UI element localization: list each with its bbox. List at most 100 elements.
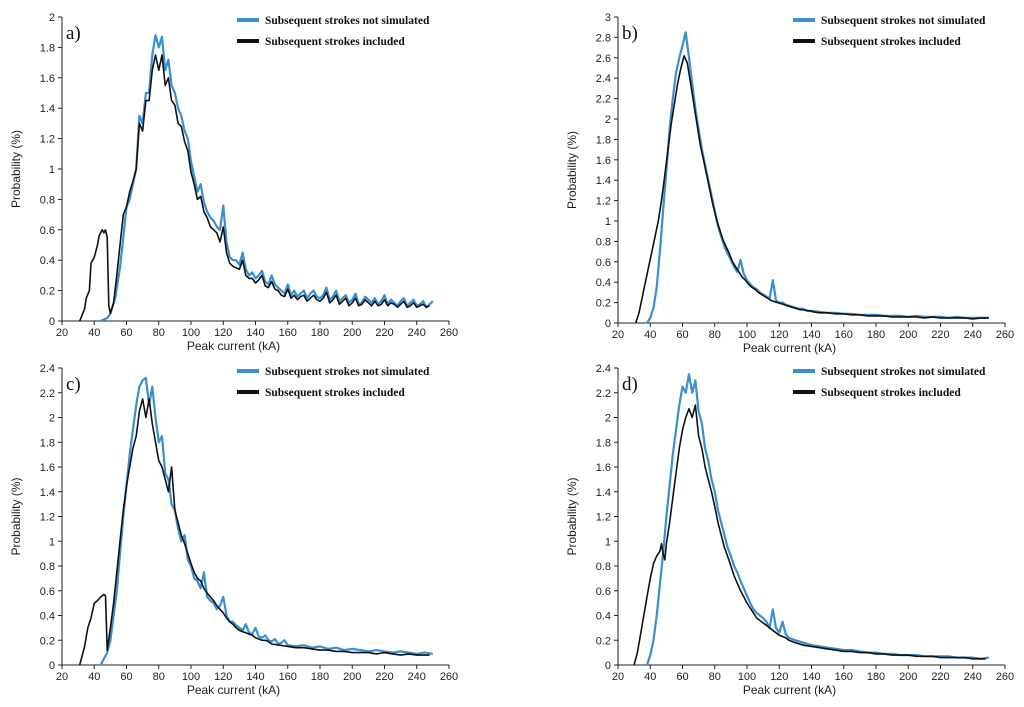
x-tick-label: 240 (964, 671, 982, 683)
y-tick-label: 0.8 (596, 561, 611, 573)
y-tick-label: 2.2 (596, 388, 611, 400)
x-tick-label: 220 (375, 671, 393, 683)
y-tick-label: 1.2 (40, 134, 55, 146)
y-tick-label: 0.2 (596, 635, 611, 647)
y-tick-label: 0.8 (40, 561, 55, 573)
y-tick-label: 0 (605, 660, 611, 672)
y-tick-label: 1.8 (40, 42, 55, 54)
x-tick-label: 120 (214, 671, 232, 683)
x-axis-label: Peak current (kA) (743, 683, 836, 697)
x-tick-label: 120 (770, 329, 788, 341)
x-tick-label: 40 (88, 671, 100, 683)
panel-label: a) (66, 23, 81, 44)
x-tick-label: 200 (899, 671, 917, 683)
x-tick-label: 140 (246, 327, 264, 339)
y-tick-label: 0 (49, 316, 55, 328)
y-tick-label: 1.6 (596, 155, 611, 167)
panel-label: d) (622, 374, 638, 395)
x-tick-label: 260 (996, 671, 1014, 683)
x-tick-label: 160 (835, 329, 853, 341)
y-tick-label: 2.2 (40, 388, 55, 400)
x-tick-label: 20 (612, 671, 624, 683)
y-tick-label: 2.6 (596, 53, 611, 65)
y-axis-label: Probability (%) (565, 477, 579, 555)
y-tick-label: 2 (605, 114, 611, 126)
y-tick-label: 0.4 (40, 255, 55, 267)
x-tick-label: 20 (56, 327, 68, 339)
x-tick-label: 40 (644, 671, 656, 683)
legend-entry: Subsequent strokes not simulated (265, 366, 430, 378)
legend-entry: Subsequent strokes not simulated (821, 15, 986, 27)
y-axis-label: Probability (%) (9, 130, 23, 208)
x-tick-label: 40 (644, 329, 656, 341)
y-tick-label: 0.6 (596, 257, 611, 269)
x-tick-label: 160 (835, 671, 853, 683)
panel-label: c) (66, 374, 81, 395)
x-axis-label: Peak current (kA) (187, 683, 280, 697)
y-tick-label: 1.6 (40, 462, 55, 474)
panel-b: 20 40 60 80 100 120 140 160 180 200 220 240 260 0 0.2 0… (565, 12, 1014, 355)
y-tick-label: 2.4 (596, 363, 611, 375)
x-tick-label: 180 (311, 327, 329, 339)
y-tick-label: 1 (605, 536, 611, 548)
x-tick-label: 20 (56, 671, 68, 683)
x-tick-label: 60 (120, 327, 132, 339)
x-tick-label: 260 (440, 671, 458, 683)
x-tick-label: 200 (343, 327, 361, 339)
y-tick-label: 0.2 (40, 635, 55, 647)
y-tick-label: 2.2 (596, 94, 611, 106)
y-tick-label: 2 (49, 12, 55, 24)
panel-a: 20 40 60 80 100 120 140 160 180 200 220 240 260 0 0.2 0… (9, 12, 458, 353)
y-tick-label: 0.6 (40, 225, 55, 237)
x-tick-label: 60 (676, 671, 688, 683)
y-tick-label: 0.8 (40, 194, 55, 206)
y-tick-label: 1.8 (596, 437, 611, 449)
legend-entry: Subsequent strokes included (265, 387, 405, 399)
x-tick-label: 240 (408, 671, 426, 683)
series-line-included (78, 54, 430, 322)
x-tick-label: 120 (770, 671, 788, 683)
y-tick-label: 0.4 (596, 611, 611, 623)
x-tick-label: 80 (153, 671, 165, 683)
y-tick-label: 0 (605, 318, 611, 330)
y-tick-label: 1 (605, 216, 611, 228)
x-tick-label: 140 (246, 671, 264, 683)
legend-entry: Subsequent strokes not simulated (265, 15, 430, 27)
y-tick-label: 1 (49, 536, 55, 548)
x-tick-label: 200 (343, 671, 361, 683)
x-tick-label: 120 (214, 327, 232, 339)
y-tick-label: 0.8 (596, 236, 611, 248)
y-tick-label: 1.4 (40, 487, 55, 499)
y-tick-label: 1.6 (40, 73, 55, 85)
legend-entry: Subsequent strokes included (821, 36, 961, 48)
x-tick-label: 80 (153, 327, 165, 339)
x-tick-label: 100 (182, 327, 200, 339)
series-line-included (78, 398, 430, 666)
y-tick-label: 0.2 (596, 298, 611, 310)
x-tick-label: 100 (738, 671, 756, 683)
y-tick-label: 1.6 (596, 462, 611, 474)
x-tick-label: 180 (867, 671, 885, 683)
panel-label: b) (622, 23, 638, 44)
y-tick-label: 0.4 (40, 611, 55, 623)
x-tick-label: 240 (964, 329, 982, 341)
x-tick-label: 180 (867, 329, 885, 341)
series-line-not-simulated (100, 34, 434, 322)
x-tick-label: 140 (802, 671, 820, 683)
y-tick-label: 0.4 (596, 277, 611, 289)
x-tick-label: 40 (88, 327, 100, 339)
x-tick-label: 100 (182, 671, 200, 683)
y-tick-label: 0.6 (40, 586, 55, 598)
x-tick-label: 220 (931, 671, 949, 683)
series-line-not-simulated (645, 373, 990, 666)
series-line-included (634, 54, 989, 324)
y-tick-label: 1 (49, 164, 55, 176)
y-tick-label: 1.4 (596, 487, 611, 499)
y-tick-label: 1.2 (596, 512, 611, 524)
x-tick-label: 140 (802, 329, 820, 341)
legend-entry: Subsequent strokes included (821, 387, 961, 399)
y-tick-label: 1.4 (40, 103, 55, 115)
panel-c: 20 40 60 80 100 120 140 160 180 200 220 240 260 0 0.2 0… (9, 363, 458, 697)
x-axis-label: Peak current (kA) (187, 339, 280, 353)
